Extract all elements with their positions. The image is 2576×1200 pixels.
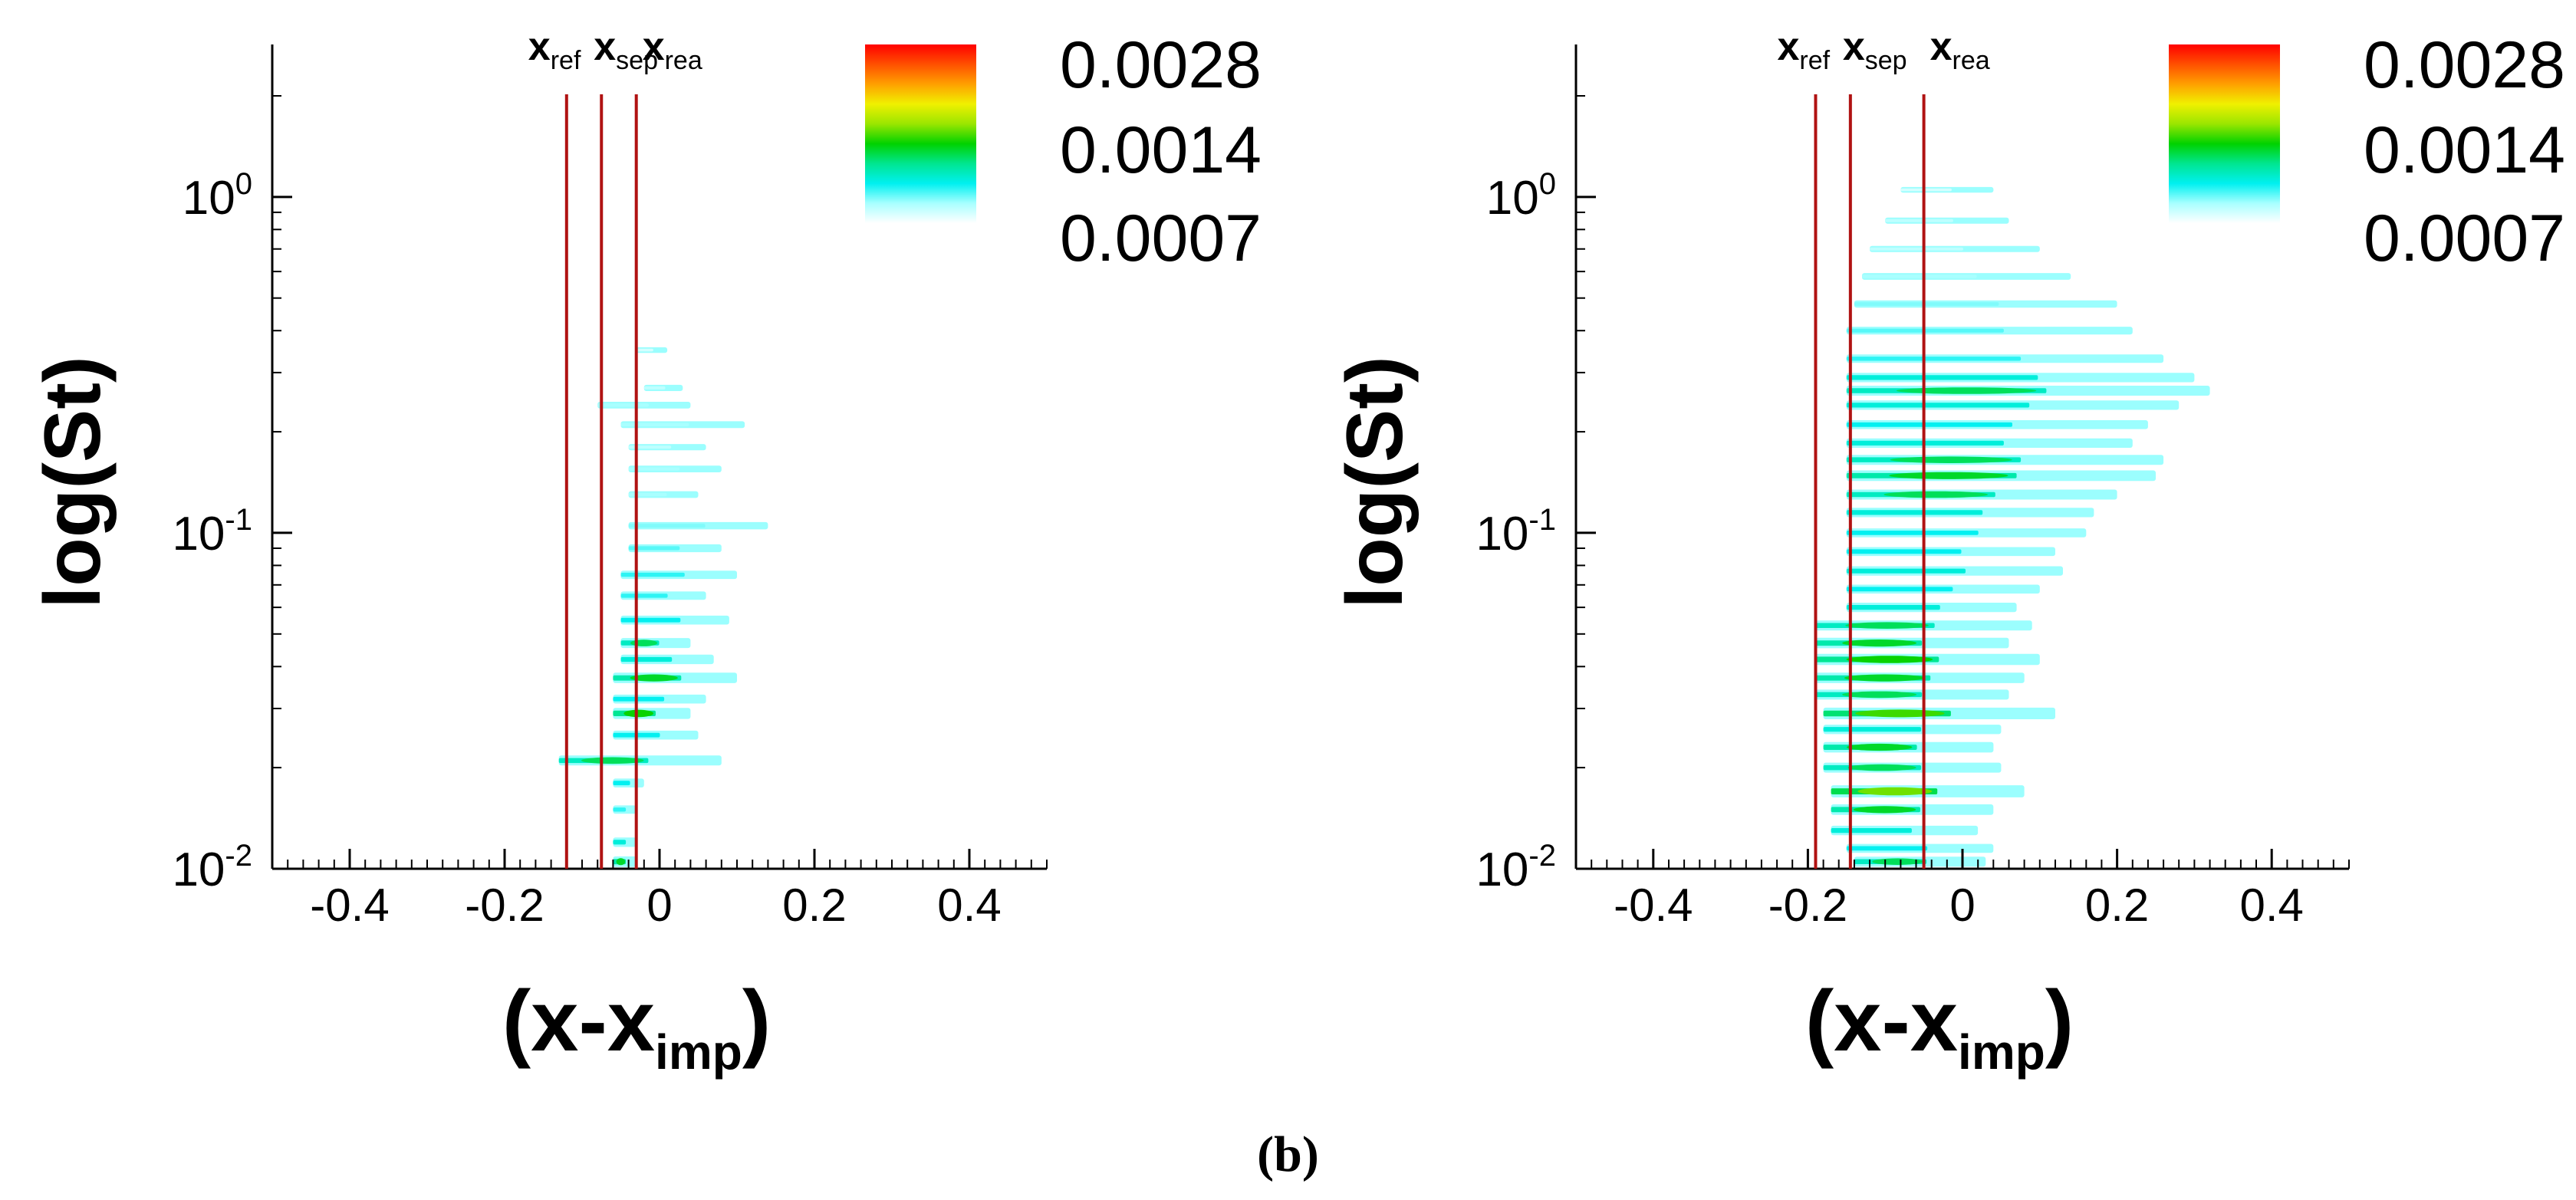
heatmap-band-core bbox=[1846, 357, 2022, 361]
heatmap-hotspot bbox=[1846, 656, 1933, 663]
heatmap-band-core bbox=[636, 348, 653, 352]
heatmap-band-core bbox=[643, 386, 666, 390]
y-tick-label: 100 bbox=[1486, 167, 1556, 225]
colorbar-label: 0.0014 bbox=[2364, 113, 2565, 187]
heatmap-band-core bbox=[1846, 846, 1928, 851]
heatmap-band-core bbox=[1846, 422, 2012, 427]
heatmap-band-core bbox=[1846, 510, 1983, 515]
heatmap-band-core bbox=[613, 840, 627, 845]
heatmap-hotspot bbox=[1883, 491, 1989, 498]
x-tick-label: -0.2 bbox=[465, 879, 544, 931]
x-axis-label: (x-ximp) bbox=[502, 973, 771, 1080]
heatmap-band-core bbox=[1846, 403, 2030, 408]
colorbar: 0.0028 0.0014 0.0007 bbox=[2169, 28, 2565, 275]
heatmap-hotspot bbox=[623, 709, 654, 718]
x-tick-label: -0.4 bbox=[1614, 879, 1693, 931]
x-tick-label: 0.2 bbox=[782, 879, 846, 931]
heatmap-band-core bbox=[1846, 549, 1962, 554]
y-tick-label: 100 bbox=[183, 167, 252, 225]
heatmap-layer bbox=[558, 347, 768, 867]
heatmap-band-core bbox=[613, 781, 630, 786]
heatmap-band-core bbox=[1870, 247, 1963, 251]
heatmap-hotspot bbox=[1857, 787, 1933, 796]
heatmap-hotspot bbox=[616, 858, 626, 866]
heatmap-hotspot bbox=[1842, 691, 1917, 699]
heatmap-band-core bbox=[613, 696, 665, 702]
heatmap-band-core bbox=[620, 422, 689, 426]
marker-label-rea: xrea bbox=[1930, 25, 1990, 75]
heatmap-band-core bbox=[628, 492, 667, 497]
heatmap-band-core bbox=[1846, 375, 2038, 380]
colorbar-label: 0.0014 bbox=[1060, 113, 1262, 187]
heatmap-hotspot bbox=[1842, 639, 1917, 647]
heatmap-hotspot bbox=[1845, 622, 1929, 629]
heatmap-band-core bbox=[1846, 531, 1979, 535]
heatmap-band-core bbox=[1823, 727, 1922, 732]
heatmap-hotspot bbox=[1844, 674, 1925, 682]
y-axis-label: log(St) bbox=[1331, 356, 1420, 608]
heatmap-band-core bbox=[620, 593, 668, 598]
y-tick-label: 10-1 bbox=[1476, 503, 1556, 561]
heatmap-band-core bbox=[620, 572, 685, 577]
heatmap-band-core bbox=[620, 617, 681, 623]
heatmap-hotspot bbox=[1855, 709, 1945, 718]
heatmap-band-core bbox=[1854, 302, 1999, 306]
colorbar: 0.0028 0.0014 0.0007 bbox=[865, 28, 1262, 275]
heatmap-band-core bbox=[1831, 828, 1912, 833]
heatmap-layer bbox=[1815, 186, 2210, 867]
colorbar-label: 0.0028 bbox=[2364, 28, 2565, 102]
marker-label-sep: xsep bbox=[594, 25, 658, 75]
heatmap-band-core bbox=[1900, 188, 1952, 192]
x-tick-label: 0.4 bbox=[937, 879, 1001, 931]
x-axis-label: (x-ximp) bbox=[1805, 973, 2074, 1080]
heatmap-band-core bbox=[628, 524, 706, 528]
colorbar-label: 0.0028 bbox=[1060, 28, 1262, 102]
heatmap-hotspot bbox=[1847, 743, 1913, 751]
y-tick-label: 10-2 bbox=[172, 839, 252, 896]
heatmap-hotspot bbox=[1890, 456, 2012, 463]
colorbar-label: 0.0007 bbox=[2364, 202, 2565, 275]
heatmap-band-core bbox=[628, 445, 672, 449]
marker-label-ref: xref bbox=[1777, 25, 1830, 75]
heatmap-hotspot bbox=[1889, 472, 2008, 479]
y-tick-label: 10-1 bbox=[172, 503, 252, 561]
heatmap-hotspot bbox=[1896, 387, 2037, 394]
heatmap-band-core bbox=[597, 403, 649, 407]
heatmap-hotspot bbox=[630, 674, 678, 682]
heatmap-band-core bbox=[1846, 587, 1953, 592]
heatmap-band-core bbox=[628, 546, 680, 551]
heatmap-band-core bbox=[1885, 219, 1953, 222]
x-tick-label: -0.2 bbox=[1768, 879, 1847, 931]
x-tick-label: 0 bbox=[1949, 879, 1975, 931]
marker-label-ref: xref bbox=[528, 25, 581, 75]
heatmap-hotspot bbox=[630, 639, 657, 646]
heatmap-band-core bbox=[620, 656, 673, 662]
figure-caption: (b) bbox=[1257, 1126, 1319, 1182]
heatmap-hotspot bbox=[581, 757, 644, 764]
marker-label-rea: xrea bbox=[643, 25, 702, 75]
heatmap-band-core bbox=[1846, 568, 1966, 574]
x-tick-label: 0.2 bbox=[2085, 879, 2149, 931]
panel-right: -0.4 -0.2 0 0.2 0.4 100 10-1 10-2 xref xsep xrea lo… bbox=[1331, 25, 2565, 1080]
colorbar-gradient bbox=[865, 44, 976, 223]
x-tick-label: 0.4 bbox=[2239, 879, 2303, 931]
x-tick-label: 0 bbox=[646, 879, 672, 931]
marker-label-sep: xsep bbox=[1843, 25, 1907, 75]
heatmap-band-core bbox=[1862, 275, 1977, 278]
heatmap-band-core bbox=[613, 807, 627, 812]
y-axis-label: log(St) bbox=[28, 356, 117, 608]
x-tick-label: -0.4 bbox=[310, 879, 389, 931]
heatmap-band-core bbox=[628, 467, 680, 471]
heatmap-hotspot bbox=[1847, 764, 1916, 771]
heatmap-band-core bbox=[1846, 605, 1940, 610]
colorbar-gradient bbox=[2169, 44, 2280, 223]
colorbar-label: 0.0007 bbox=[1060, 202, 1262, 275]
heatmap-hotspot bbox=[1853, 806, 1916, 814]
y-tick-label: 10-2 bbox=[1476, 839, 1556, 896]
